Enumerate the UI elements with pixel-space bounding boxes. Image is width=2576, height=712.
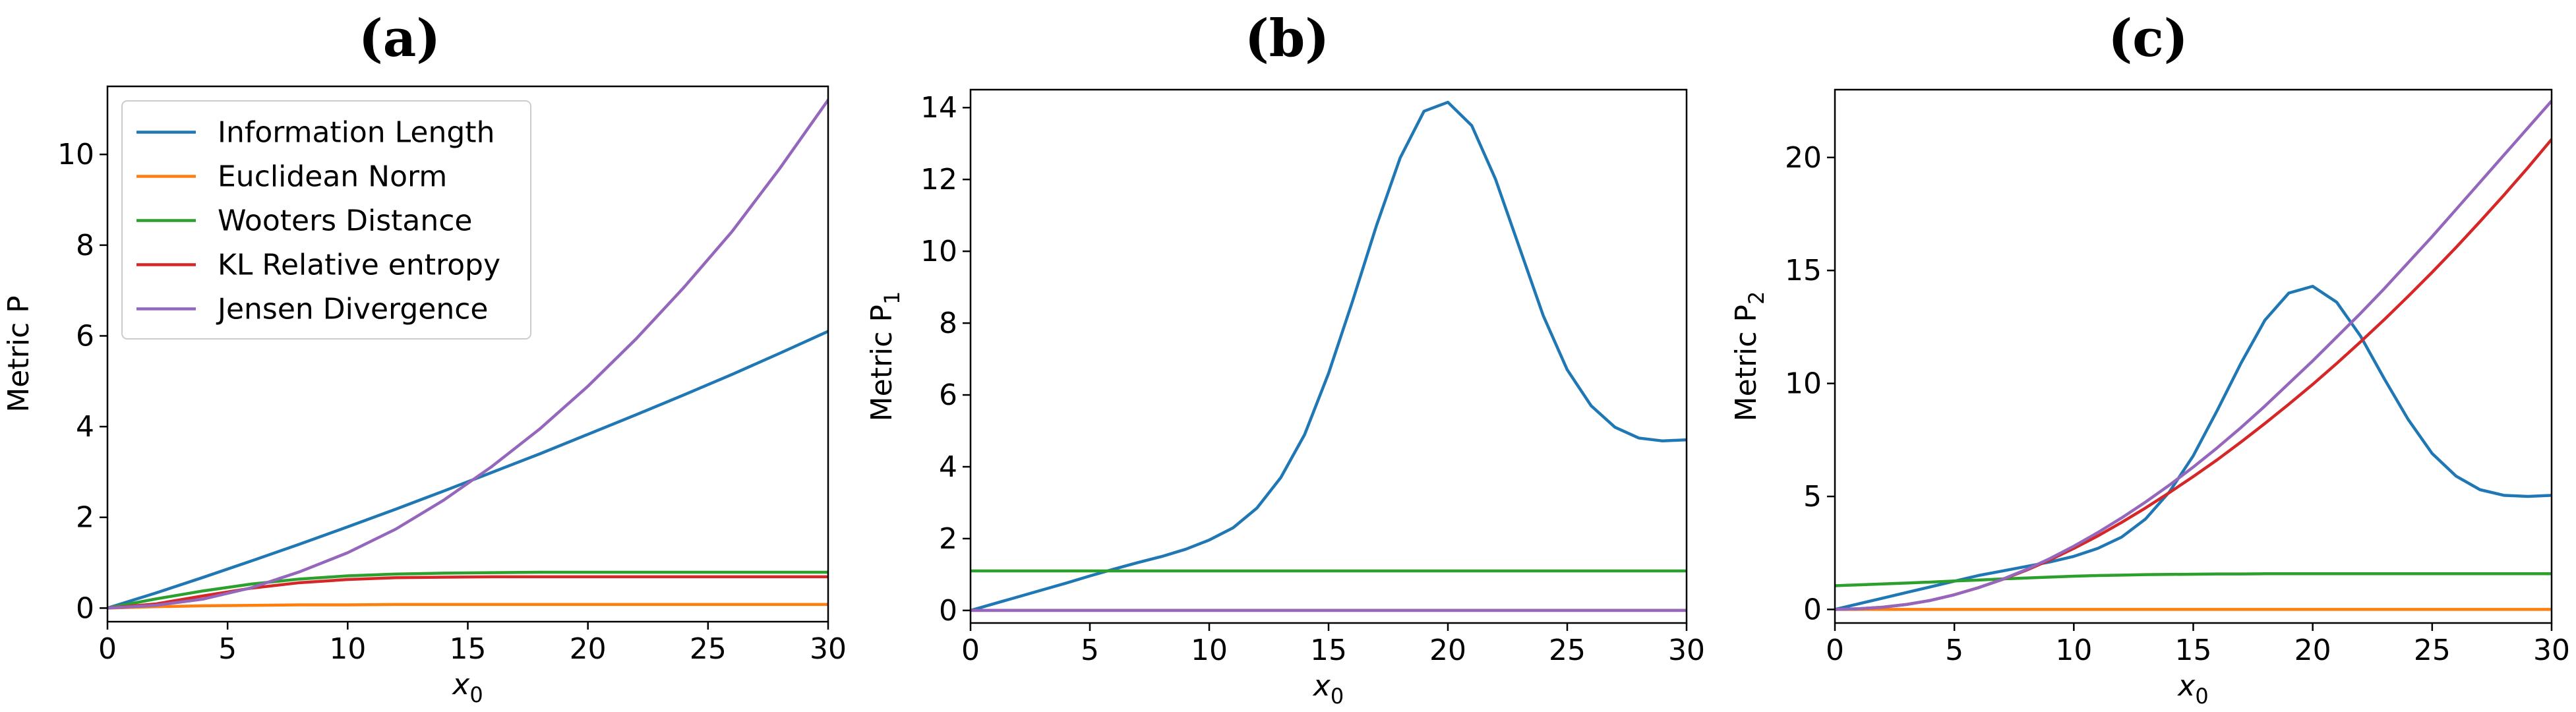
y-tick-label: 8 [939, 307, 957, 340]
x-tick-label: 10 [329, 632, 366, 666]
y-tick-label: 12 [920, 163, 957, 196]
y-axis-label: Metric P2 [1729, 291, 1769, 422]
x-tick-label: 0 [98, 632, 117, 666]
y-tick-label: 14 [920, 91, 957, 125]
series-line-3 [107, 570, 828, 610]
y-tick-label: 4 [939, 450, 957, 484]
legend-box [121, 100, 531, 340]
x-tick-label: 10 [2055, 634, 2092, 667]
x-tick-label: 5 [1945, 634, 1963, 667]
legend: Information Length Euclidean Norm Wooters … [121, 100, 531, 340]
x-tick-label: 0 [1826, 634, 1844, 667]
x-tick-label: 0 [961, 634, 980, 667]
y-tick-label: 8 [76, 229, 94, 262]
y-tick-label: 10 [57, 138, 94, 171]
x-tick-label: 5 [218, 632, 237, 666]
y-tick-label: 10 [920, 235, 957, 268]
plot-area [1835, 99, 2552, 611]
y-tick-label: 0 [1803, 593, 1822, 626]
x-axis-label: x0 [1312, 669, 1344, 709]
x-tick-label: 5 [1081, 634, 1099, 667]
y-tick-label: 2 [76, 501, 94, 535]
panel-title: (a) [359, 9, 440, 69]
x-tick-label: 15 [2175, 634, 2212, 667]
y-tick-label: 20 [1785, 141, 1822, 175]
legend-entry: KL Relative entropy [218, 249, 500, 282]
panel-title: (b) [1245, 9, 1329, 69]
chart-panel-1: 0 5 10 15 20 25 30 0 2 4 6 8 10 (a) x0 Metric P Informat… [2, 9, 847, 707]
series-line-3 [1835, 572, 2552, 587]
y-tick-label: 5 [1803, 480, 1822, 514]
x-tick-label: 25 [690, 632, 727, 666]
x-tick-label: 15 [450, 632, 487, 666]
y-tick-label: 0 [939, 594, 957, 628]
y-tick-label: 10 [1785, 367, 1822, 401]
x-tick-label: 30 [2533, 634, 2570, 667]
y-tick-label: 0 [76, 591, 94, 625]
plot-area [971, 100, 1687, 612]
y-tick-label: 4 [76, 410, 94, 444]
x-tick-label: 15 [1310, 634, 1347, 667]
legend-entry: Information Length [218, 116, 494, 150]
panel-title: (c) [2108, 9, 2188, 69]
y-axis-label: Metric P1 [865, 291, 905, 422]
series-line-5 [1835, 99, 2552, 611]
x-tick-label: 20 [570, 632, 607, 666]
legend-entry: Jensen Divergence [216, 293, 488, 326]
x-tick-label: 30 [1668, 634, 1705, 667]
x-tick-label: 25 [1549, 634, 1586, 667]
legend-entry: Wooters Distance [218, 204, 472, 238]
series-line-1 [971, 100, 1687, 612]
x-tick-label: 30 [810, 632, 847, 666]
y-tick-label: 6 [939, 378, 957, 412]
y-axis-label: Metric P [2, 295, 36, 412]
x-axis-label: x0 [451, 668, 483, 707]
legend-entry: Euclidean Norm [218, 160, 447, 194]
chart-panel-3: 0 5 10 15 20 25 30 0 5 10 15 20 (c) x0 Metric P2 [1729, 9, 2570, 709]
series-line-2 [107, 603, 828, 610]
chart-panel-2: 0 5 10 15 20 25 30 0 2 4 6 8 10 12 14 (b) x0 Metric P1 [865, 9, 1705, 709]
x-tick-label: 25 [2414, 634, 2451, 667]
y-tick-label: 6 [76, 319, 94, 353]
x-tick-label: 20 [1429, 634, 1466, 667]
x-tick-label: 20 [2294, 634, 2331, 667]
x-axis-label: x0 [2176, 669, 2208, 709]
plot-area [107, 98, 828, 610]
y-tick-label: 15 [1785, 254, 1822, 287]
y-tick-label: 2 [939, 522, 957, 556]
x-tick-label: 10 [1191, 634, 1228, 667]
series-line-5 [107, 98, 828, 610]
